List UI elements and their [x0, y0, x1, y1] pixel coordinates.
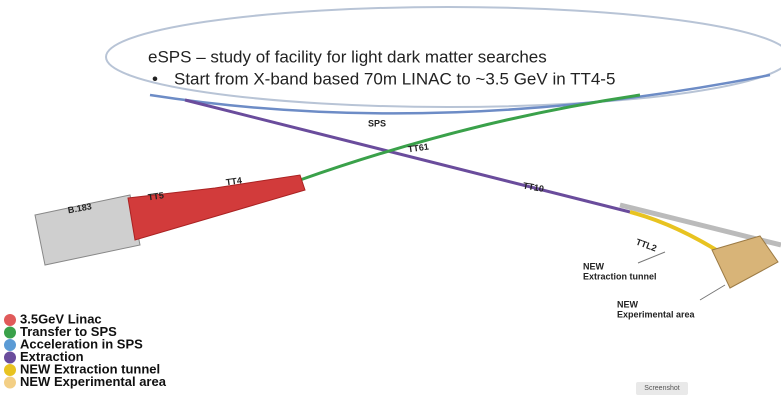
map-label: SPS — [368, 118, 386, 128]
map-label: NEW — [617, 299, 639, 309]
bullet-dot: • — [152, 69, 158, 88]
legend-swatch — [4, 352, 16, 364]
map-label: TTL2 — [635, 237, 659, 254]
title: eSPS – study of facility for light dark … — [148, 47, 547, 66]
legend-swatch — [4, 364, 16, 376]
legend-label: NEW Experimental area — [20, 374, 167, 389]
screenshot-button[interactable]: Screenshot — [636, 382, 688, 395]
legend-swatch — [4, 327, 16, 339]
legend-swatch — [4, 314, 16, 326]
legend-swatch — [4, 339, 16, 351]
map-label: Extraction tunnel — [583, 271, 657, 281]
map-label: TT61 — [407, 142, 429, 155]
bullet-text: Start from X-band based 70m LINAC to ~3.… — [174, 69, 615, 88]
map-label: TT10 — [522, 180, 544, 193]
diagram: eSPS – study of facility for light dark … — [0, 0, 781, 395]
slide: eSPS – study of facility for light dark … — [0, 0, 781, 395]
legend-swatch — [4, 377, 16, 389]
map-label: Experimental area — [617, 309, 696, 319]
linac — [128, 175, 305, 240]
map-label: NEW — [583, 261, 605, 271]
